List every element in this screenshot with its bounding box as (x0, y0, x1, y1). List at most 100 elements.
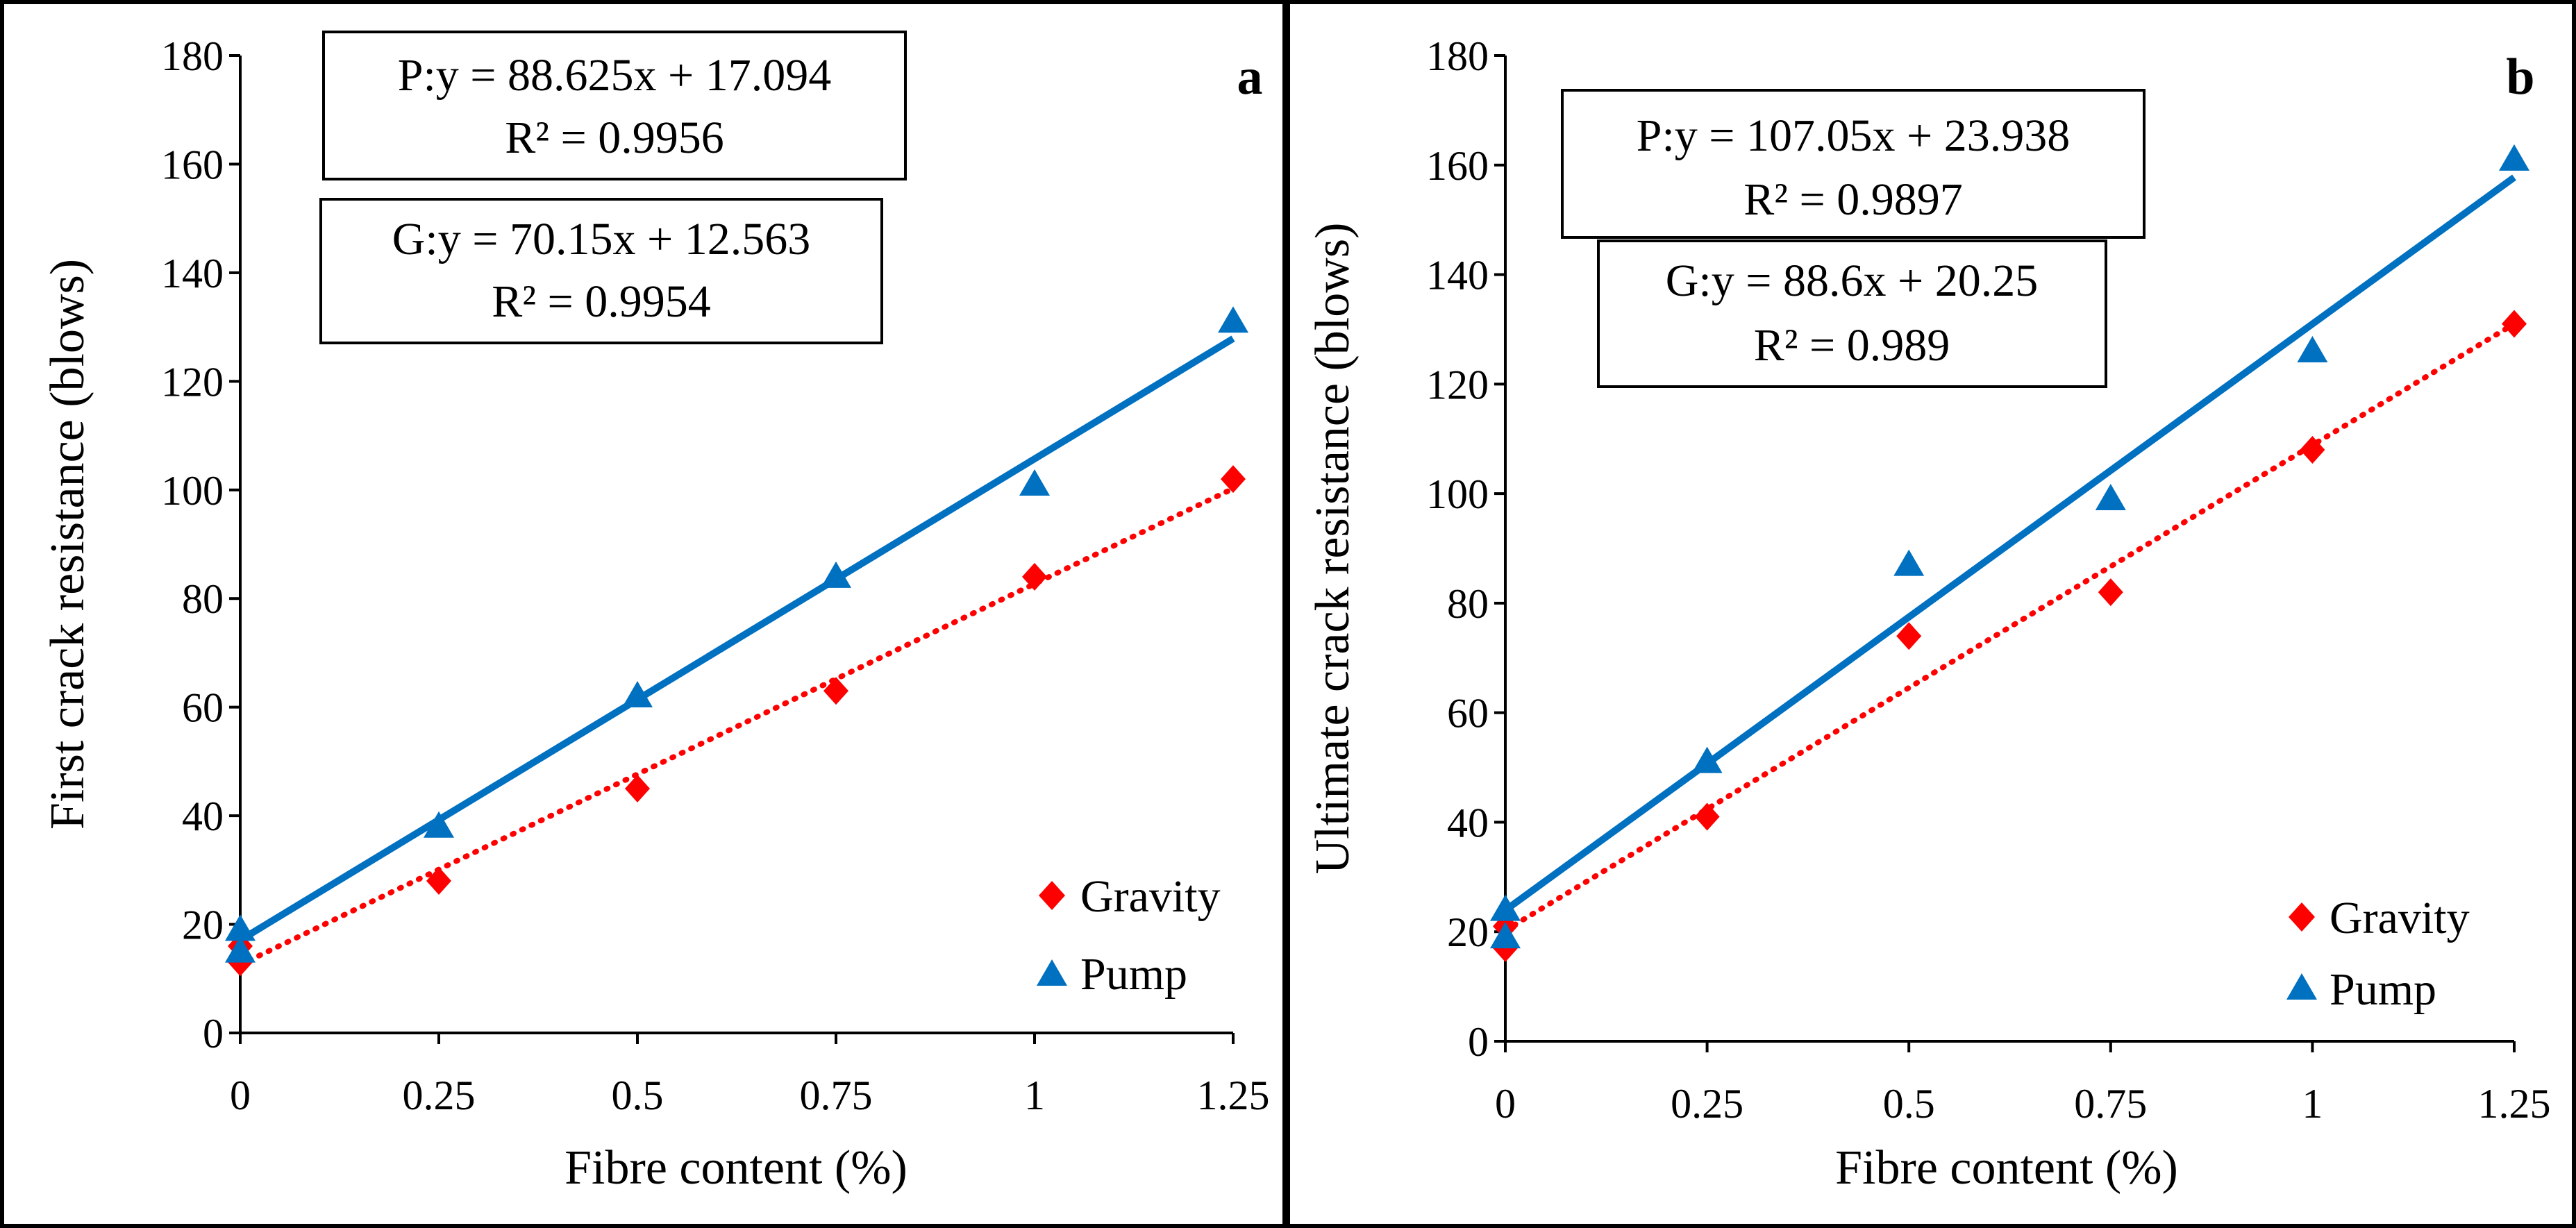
panel-a-gravity-point (1221, 465, 1246, 494)
panel-a-gravity-point (625, 775, 650, 802)
panel-a-y-tick-label: 40 (182, 793, 224, 839)
panel-b-pump-trendline (1503, 174, 2516, 914)
panel-b-border (1286, 0, 2576, 1228)
panel-b-x-tick-label: 0.75 (2074, 1081, 2147, 1127)
panel-a-y-tick-label: 0 (203, 1011, 224, 1057)
panel-b-legend-gravity-marker (2289, 902, 2315, 932)
panel-b-y-tick-label: 0 (1468, 1019, 1489, 1065)
panel-a-legend-pump-label: Pump (1080, 949, 1187, 1000)
panel-b-pump-point (2499, 144, 2529, 171)
panel-a-pump-point (821, 561, 851, 588)
panel-a-x-tick-label: 0.25 (403, 1073, 476, 1118)
panel-b-label: b (2506, 49, 2534, 106)
panel-a-legend-gravity-label: Gravity (1080, 871, 1221, 922)
panel-a-x-ticks: 0 0.25 0.5 0.75 1 1.25 (230, 1033, 1270, 1118)
panel-a-y-tick-label: 20 (182, 902, 224, 948)
panel-a-y-tick-label: 160 (161, 142, 224, 187)
panel-b-y-tick-label: 160 (1426, 143, 1489, 189)
panel-a-x-tick-label: 0.5 (612, 1073, 664, 1118)
panel-a-y-tick-label: 80 (182, 576, 224, 622)
panel-a-legend: Gravity Pump (1037, 871, 1221, 1000)
panel-a-y-axis-title: First crack resistance (blows) (41, 259, 94, 830)
panel-a-x-tick-label: 0 (230, 1073, 251, 1118)
panel-a-gravity-point (823, 677, 848, 705)
panel-b-pump-point (2095, 484, 2126, 510)
panel-b: 0 20 40 60 80 100 120 140 160 180 0 0.25 0.5 0.75 1 1.… (1286, 0, 2576, 1228)
panel-a-gravity-point (1022, 562, 1047, 591)
panel-b-x-tick-label: 1.25 (2478, 1081, 2551, 1127)
panel-b-gravity-point (2300, 436, 2325, 464)
panel-b-x-ticks: 0 0.25 0.5 0.75 1 1.25 (1495, 1041, 2551, 1127)
panel-b-gravity-trendline (1503, 321, 2517, 934)
panel-a-gravity-equation: G:y = 70.15x + 12.563 (392, 214, 810, 264)
panel-b-pump-point (1490, 894, 1521, 921)
panel-b-y-tick-label: 180 (1426, 33, 1489, 79)
panel-b-pump-equation: P:y = 107.05x + 23.938 (1637, 110, 2071, 161)
panel-a-trendlines (237, 335, 1236, 968)
panel-a-pump-r2: R² = 0.9956 (505, 112, 724, 163)
panel-a-x-axis-title: Fibre content (%) (564, 1141, 908, 1195)
panel-a-pump-point (424, 811, 454, 838)
panel-a: 0 20 40 60 80 100 120 140 160 180 0 0.25 0.5 0.75 1 1.… (0, 0, 1287, 1228)
panel-b-y-tick-label: 20 (1447, 909, 1489, 955)
panel-b-y-tick-label: 140 (1426, 253, 1489, 298)
panel-b-gravity-point (2098, 578, 2123, 607)
panel-b-pump-point (1893, 549, 1925, 576)
panel-a-gravity-equation-frame (319, 198, 883, 344)
panel-b-gravity-point (1694, 802, 1720, 831)
panel-a-y-tick-label: 180 (161, 33, 224, 79)
panel-a-border (0, 0, 1287, 1228)
panel-b-pump-r2: R² = 0.9897 (1743, 174, 1963, 225)
panel-b-y-axis-title: Ultimate crack resistance (blows) (1306, 223, 1360, 875)
panel-b-y-tick-label: 60 (1447, 691, 1489, 737)
panel-a-pump-point (225, 936, 256, 963)
panel-b-gravity-equation: G:y = 88.6x + 20.25 (1666, 255, 2038, 306)
panel-a-legend-pump-marker (1037, 959, 1067, 986)
panel-b-x-axis-title: Fibre content (%) (1835, 1141, 2178, 1195)
panel-b-pump-point (1691, 746, 1723, 773)
panel-b-x-tick-label: 0.25 (1671, 1081, 1743, 1127)
panel-b-pump-equation-frame (1561, 89, 2146, 239)
panel-b-pump-point (2297, 336, 2328, 362)
panel-a-gravity-point (426, 866, 451, 895)
panel-a-x-tick-label: 1.25 (1197, 1073, 1270, 1118)
panel-a-y-tick-label: 140 (161, 251, 224, 296)
panel-b-pump-equation-box: P:y = 107.05x + 23.938 R² = 0.9897 (1561, 89, 2146, 239)
panel-b-y-tick-label: 120 (1426, 362, 1489, 407)
panel-a-gravity-equation-box: G:y = 70.15x + 12.563 R² = 0.9954 (319, 198, 883, 344)
panel-a-gravity-r2: R² = 0.9954 (492, 276, 711, 327)
panel-a-y-ticks: 0 20 40 60 80 100 120 140 160 180 (161, 33, 240, 1057)
panel-b-y-ticks: 0 20 40 60 80 100 120 140 160 180 (1426, 33, 1505, 1065)
panel-b-y-tick-label: 80 (1447, 581, 1489, 627)
panel-b-x-tick-label: 1 (2302, 1081, 2323, 1127)
panel-b-legend-gravity-label: Gravity (2330, 893, 2470, 943)
panel-b-legend-pump-label: Pump (2330, 964, 2436, 1015)
panel-b-gravity-point (1896, 622, 1922, 650)
panel-b-gravity-r2: R² = 0.989 (1754, 320, 1950, 371)
panel-b-gravity-equation-frame (1597, 239, 2107, 388)
panel-a-pump-equation-box: P:y = 88.625x + 17.094 R² = 0.9956 (322, 31, 907, 180)
panel-b-pump-point (1490, 922, 1521, 949)
panel-a-y-tick-label: 60 (182, 685, 224, 731)
panel-a-x-tick-label: 1 (1024, 1073, 1045, 1118)
panel-b-y-tick-label: 40 (1447, 800, 1489, 846)
panel-a-pump-trendline (238, 335, 1235, 943)
panel-b-markers (1490, 144, 2529, 962)
panel-b-x-tick-label: 0.5 (1883, 1081, 1935, 1127)
panel-a-label: a (1237, 49, 1263, 106)
panel-a-y-tick-label: 100 (161, 468, 224, 514)
panel-b-gravity-equation-box: G:y = 88.6x + 20.25 R² = 0.989 (1597, 239, 2107, 388)
panel-a-pump-point (225, 914, 256, 941)
panel-a-pump-equation-frame (322, 31, 907, 180)
panel-b-gravity-point (2502, 310, 2527, 338)
panel-a-x-tick-label: 0.75 (800, 1073, 873, 1118)
panel-b-x-tick-label: 0 (1495, 1081, 1516, 1127)
panel-a-gravity-trendline (237, 485, 1236, 968)
panel-b-y-tick-label: 100 (1426, 471, 1489, 517)
panel-a-legend-gravity-marker (1039, 881, 1065, 910)
panel-b-legend-pump-marker (2286, 973, 2317, 1000)
panel-a-pump-point (1218, 306, 1248, 333)
panel-b-legend: Gravity Pump (2286, 893, 2470, 1015)
panel-a-pump-point (1019, 469, 1050, 496)
